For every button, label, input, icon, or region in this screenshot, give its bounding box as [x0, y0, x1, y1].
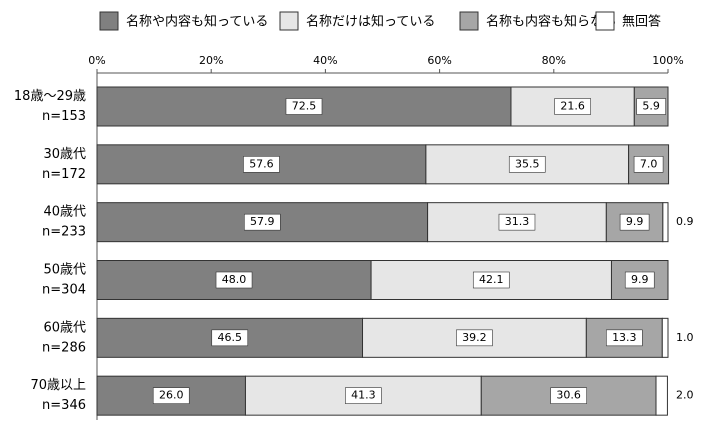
- category-label: 50歳代: [43, 263, 86, 278]
- value-label-box: [498, 213, 536, 231]
- value-label: 35.5: [515, 157, 540, 170]
- bar-segment: [661, 317, 669, 358]
- value-label-box: [550, 387, 587, 404]
- value-label: 9.9: [631, 273, 649, 286]
- bar-segment: [655, 375, 668, 416]
- value-label-box: [472, 271, 510, 289]
- value-label-box: [624, 271, 655, 289]
- value-label-box: [285, 98, 323, 115]
- value-label: 5.9: [642, 100, 660, 113]
- value-label: 30.6: [556, 389, 581, 402]
- value-label-box: [244, 213, 281, 231]
- value-label-box: [152, 387, 190, 404]
- value-label-box: [215, 271, 253, 289]
- value-label-box: [606, 329, 643, 347]
- category-label: 60歳代: [43, 320, 86, 335]
- value-label: 48.0: [222, 273, 247, 286]
- value-label: 21.6: [560, 100, 585, 113]
- category-label: 40歳代: [43, 205, 86, 220]
- value-label-box: [456, 329, 493, 347]
- value-label-box: [636, 98, 666, 115]
- legend-swatch: [459, 11, 479, 31]
- value-label: 72.5: [292, 100, 317, 113]
- value-label-box: [345, 387, 382, 404]
- value-label: 57.6: [249, 157, 274, 170]
- sample-size: n=304: [42, 283, 86, 298]
- legend-swatch: [279, 11, 299, 31]
- value-label-box: [211, 329, 249, 347]
- value-label: 9.9: [626, 215, 644, 228]
- value-label-box: [619, 213, 650, 231]
- legend-swatch: [595, 11, 615, 31]
- value-label: 0.9: [676, 215, 694, 228]
- value-label: 1.0: [676, 331, 694, 344]
- value-label-box: [554, 98, 591, 115]
- value-label: 39.2: [462, 331, 487, 344]
- value-label-box: [633, 156, 664, 173]
- x-tick-label: 60%: [427, 54, 451, 67]
- value-label: 31.3: [505, 215, 530, 228]
- x-tick-label: 40%: [313, 54, 337, 67]
- legend-label: 名称も内容も知らない: [486, 14, 616, 30]
- sample-size: n=233: [42, 225, 86, 240]
- value-label-box: [243, 156, 280, 173]
- value-label: 42.1: [479, 273, 504, 286]
- legend-swatch: [99, 11, 119, 31]
- value-label: 7.0: [640, 157, 658, 170]
- x-tick-label: 20%: [199, 54, 223, 67]
- x-tick-label: 80%: [542, 54, 566, 67]
- sample-size: n=286: [42, 340, 86, 355]
- value-label: 26.0: [159, 389, 184, 402]
- bar-segment: [662, 202, 669, 243]
- sample-size: n=172: [42, 167, 86, 182]
- legend-label: 名称だけは知っている: [306, 14, 435, 30]
- category-label: 70歳以上: [30, 378, 86, 393]
- category-label: 18歳～29歳: [14, 89, 86, 104]
- value-label: 41.3: [351, 389, 376, 402]
- sample-size: n=153: [42, 109, 86, 124]
- sample-size: n=346: [42, 398, 86, 413]
- x-tick-label: 0%: [88, 54, 105, 67]
- legend-label: 無回答: [622, 14, 661, 30]
- value-label: 13.3: [612, 331, 637, 344]
- value-label: 57.9: [250, 215, 275, 228]
- value-label-box: [508, 156, 546, 173]
- legend-label: 名称や内容も知っている: [126, 14, 268, 30]
- x-tick-label: 100%: [652, 54, 683, 67]
- category-label: 30歳代: [43, 147, 86, 162]
- value-label: 46.5: [218, 331, 243, 344]
- value-label: 2.0: [676, 389, 694, 402]
